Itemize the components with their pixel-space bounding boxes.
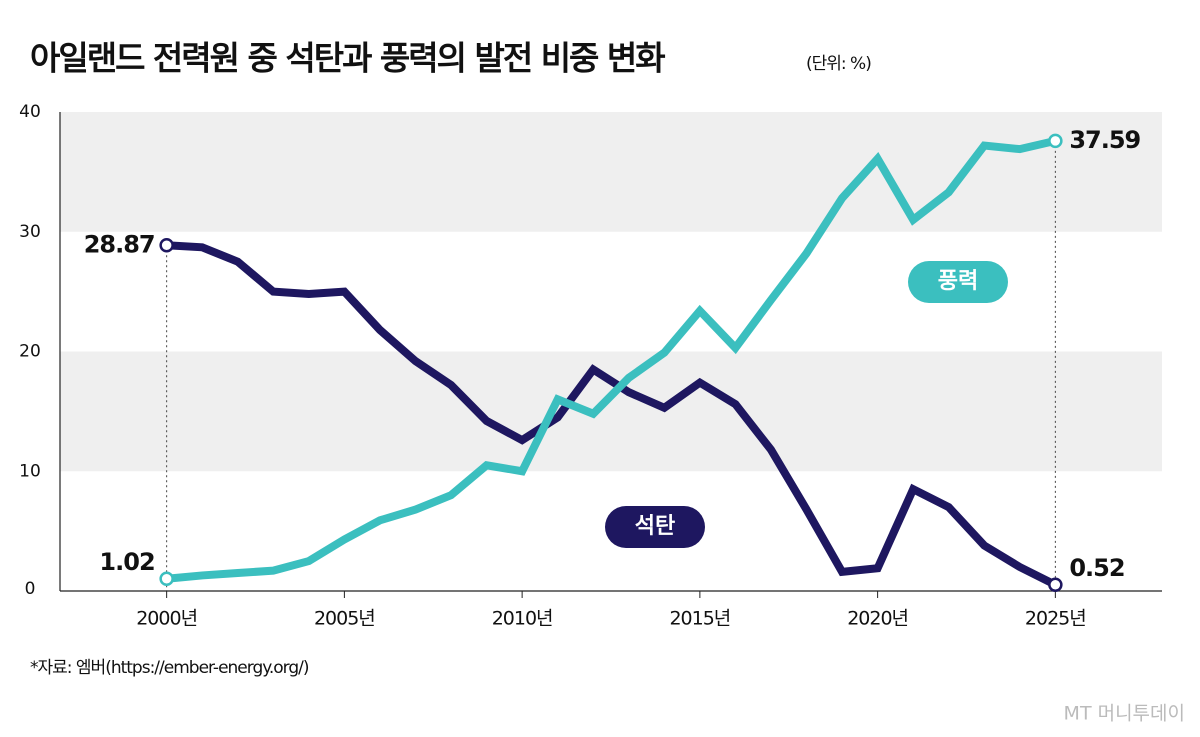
grid-band — [60, 351, 1162, 472]
x-tick-label: 2000년 — [136, 608, 197, 630]
data-label: 1.02 — [99, 548, 154, 576]
grid-band — [60, 112, 1162, 232]
y-tick-label: 10 — [19, 461, 41, 481]
legend-label: 석탄 — [635, 514, 675, 539]
data-label: 37.59 — [1069, 126, 1140, 154]
legend-label: 풍력 — [938, 269, 978, 294]
chart-subtitle: (단위: %) — [806, 54, 871, 74]
legend-pill — [908, 261, 1008, 303]
end-marker — [159, 571, 174, 587]
x-tick-label: 2005년 — [314, 608, 375, 630]
source: *자료: 엠버(https://ember-energy.org/) — [30, 658, 309, 678]
x-tick-label: 2020년 — [847, 608, 908, 630]
credit: MT 머니투데이 — [1064, 703, 1185, 725]
chart-title: 아일랜드 전력원 중 석탄과 풍력의 발전 비중 변화 — [30, 39, 665, 78]
legend-pill — [605, 506, 705, 548]
y-tick-label: 20 — [19, 342, 41, 362]
series-line — [166, 136, 1057, 583]
end-marker — [159, 238, 174, 253]
x-tick-label: 2025년 — [1025, 608, 1086, 630]
end-marker — [1048, 577, 1063, 593]
x-tick-label: 2015년 — [669, 608, 730, 630]
x-tick-label: 2010년 — [492, 608, 553, 630]
end-marker — [1048, 133, 1063, 149]
y-tick-label: 40 — [19, 102, 41, 122]
series-line — [166, 241, 1058, 589]
y-tick-label: 0 — [25, 579, 36, 599]
data-label: 0.52 — [1069, 554, 1124, 582]
y-tick-label: 30 — [19, 222, 41, 242]
data-label: 28.87 — [84, 230, 155, 258]
